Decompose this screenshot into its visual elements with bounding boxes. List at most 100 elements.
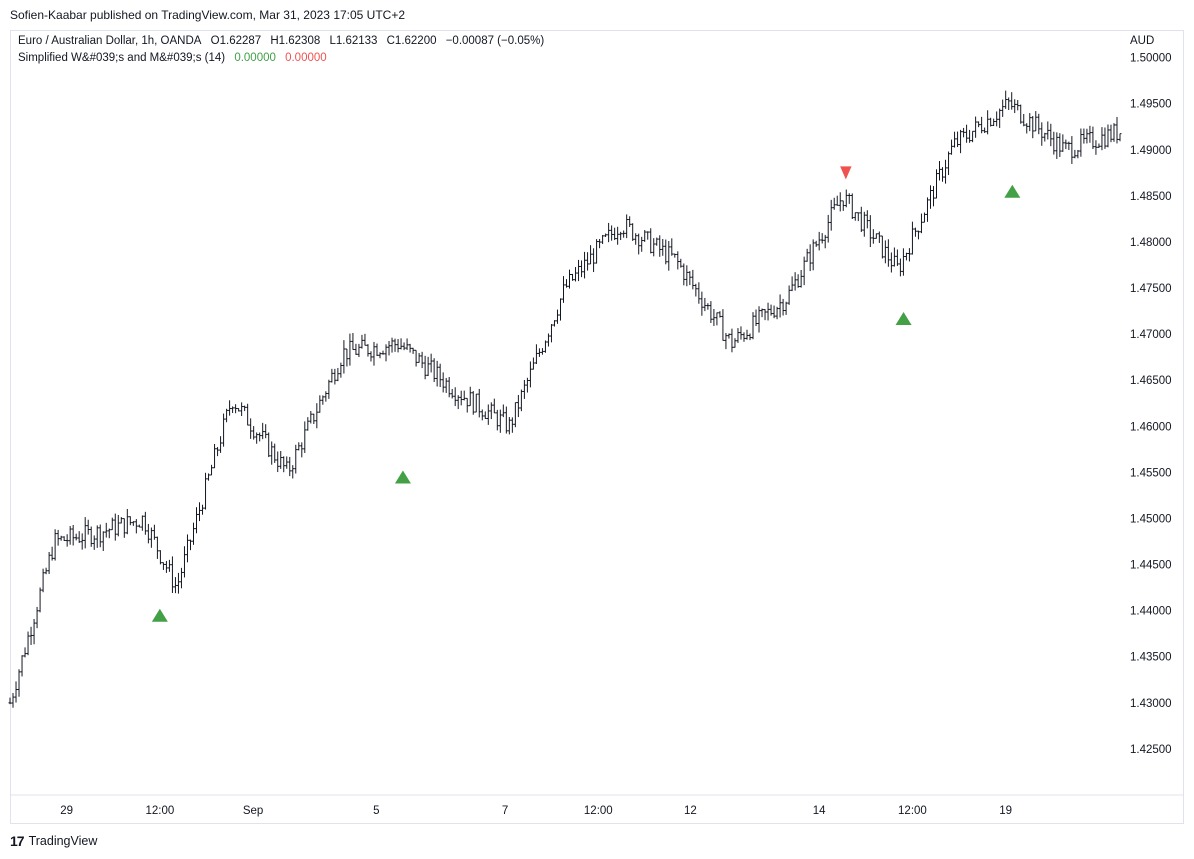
y-tick-label: 1.50000 (1130, 53, 1172, 65)
candle (89, 526, 93, 547)
x-tick-label: 19 (999, 805, 1012, 817)
candle (1076, 149, 1080, 159)
candle (640, 236, 644, 252)
candle (279, 451, 283, 469)
candle (318, 395, 322, 413)
candle (23, 647, 27, 658)
candle (862, 211, 866, 237)
candle (886, 239, 890, 267)
x-tick-label: Sep (243, 805, 263, 817)
candle (784, 301, 788, 315)
candle (998, 108, 1002, 128)
candle (883, 240, 887, 264)
candle (234, 404, 238, 414)
symbol-legend[interactable]: Euro / Australian Dollar, 1h, OANDA O1.6… (18, 35, 544, 47)
x-tick-label: 12:00 (898, 805, 927, 817)
tradingview-footer[interactable]: 17 TradingView (10, 833, 97, 849)
candle (366, 344, 370, 357)
indicator-legend[interactable]: Simplified W&#039;s and M&#039;s (14) 0.… (18, 52, 327, 64)
indicator-name: Simplified W&#039;s and M&#039;s (14) (18, 52, 226, 64)
candle (188, 539, 192, 551)
candle (471, 391, 475, 415)
candle (676, 251, 680, 270)
candle (288, 456, 292, 477)
candle (1070, 136, 1074, 164)
candle (724, 332, 728, 350)
candle (59, 535, 63, 541)
chart-frame[interactable] (10, 30, 1184, 824)
candle (742, 332, 746, 342)
candle (787, 285, 791, 305)
candle (880, 235, 884, 259)
candle (700, 291, 704, 316)
candle (158, 550, 162, 565)
candle (336, 367, 340, 382)
candle (1001, 99, 1005, 117)
candle (1037, 113, 1041, 135)
candle (390, 337, 394, 353)
candle (71, 524, 75, 546)
candle (534, 344, 538, 365)
candle (877, 231, 881, 243)
candle (207, 473, 211, 481)
candle (357, 343, 361, 358)
candle (179, 567, 183, 589)
y-tick-label: 1.43500 (1130, 652, 1172, 664)
candle (565, 279, 569, 288)
candle (622, 230, 626, 238)
candle (483, 411, 487, 420)
candle (835, 195, 839, 206)
candle (727, 333, 731, 339)
candle (468, 386, 472, 407)
candle (679, 258, 683, 268)
candle (1043, 132, 1047, 142)
candle (745, 329, 749, 340)
candle (928, 185, 932, 209)
candle (113, 513, 117, 541)
candle (228, 400, 232, 416)
candle (101, 531, 105, 551)
candle (796, 274, 800, 288)
candle (1010, 92, 1014, 110)
candle (453, 387, 457, 407)
bearish-signal-marker (840, 166, 852, 180)
candle (432, 358, 436, 383)
candle (201, 504, 205, 515)
candle (1004, 90, 1008, 109)
candle (420, 351, 424, 369)
candle (143, 511, 147, 535)
candle (68, 526, 72, 545)
candle (709, 301, 713, 323)
candle (273, 443, 277, 463)
candle (140, 515, 144, 531)
candle (736, 328, 740, 343)
candle (793, 272, 797, 291)
candle (965, 124, 969, 143)
candle (8, 697, 12, 705)
candle (775, 306, 779, 320)
candle (315, 403, 319, 429)
candle (1097, 143, 1101, 148)
candle (1052, 131, 1056, 155)
candle (480, 409, 484, 421)
candle (613, 227, 617, 241)
candle (195, 507, 199, 534)
candle (586, 252, 590, 271)
currency-label[interactable]: AUD (1130, 35, 1155, 47)
candle (1013, 99, 1017, 114)
candle (375, 343, 379, 357)
candle (805, 248, 809, 262)
candle (198, 502, 202, 522)
candle (799, 269, 803, 288)
candle (1022, 113, 1026, 127)
candle (477, 388, 481, 418)
candle (339, 362, 343, 378)
candle (980, 116, 984, 134)
candle (312, 413, 316, 425)
candle (715, 312, 719, 326)
candle (871, 229, 875, 244)
candle (802, 256, 806, 286)
symbol-name: Euro / Australian Dollar, 1h, OANDA (18, 35, 202, 47)
candle (62, 536, 66, 542)
